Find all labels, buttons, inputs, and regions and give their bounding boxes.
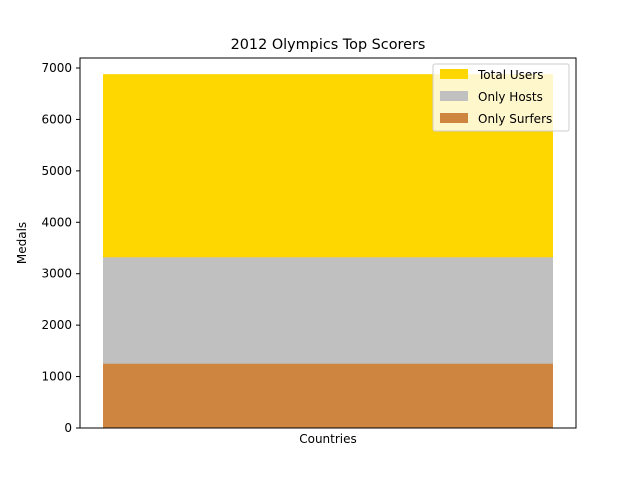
y-axis-ticks: 0 1000 2000 3000 4000 5000 6000 7000: [41, 61, 80, 435]
legend-swatch: [440, 69, 468, 79]
plot-area-frame: [79, 57, 577, 429]
y-tick-label: 6000: [41, 112, 72, 126]
legend-label: Total Users: [477, 68, 543, 82]
x-axis-label: Countries: [299, 432, 357, 446]
legend-label: Only Hosts: [478, 90, 543, 104]
y-tick-label: 2000: [41, 318, 72, 332]
bars-group: [103, 74, 553, 429]
legend: Total Users Only Hosts Only Surfers: [432, 63, 570, 132]
y-tick-label: 1000: [41, 370, 72, 384]
y-axis-label: Medals: [15, 222, 29, 264]
y-tick-label: 3000: [41, 267, 72, 281]
legend-swatch: [440, 91, 468, 101]
y-tick-label: 5000: [41, 164, 72, 178]
y-tick-label: 7000: [41, 61, 72, 75]
chart-title: 2012 Olympics Top Scorers: [231, 37, 426, 53]
y-tick-label: 4000: [41, 215, 72, 229]
legend-swatch: [440, 113, 468, 123]
bar-only-surfers: [103, 363, 553, 428]
y-tick-label: 0: [64, 421, 72, 435]
legend-label: Only Surfers: [478, 112, 552, 126]
